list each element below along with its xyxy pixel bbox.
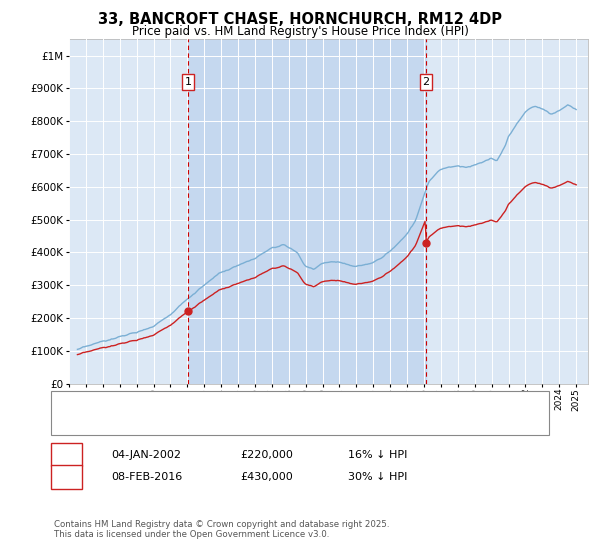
Text: £430,000: £430,000 (240, 472, 293, 482)
Bar (188, 39, 426, 384)
Text: HPI: Average price, detached house, Havering: HPI: Average price, detached house, Have… (104, 416, 334, 426)
Text: 33, BANCROFT CHASE, HORNCHURCH, RM12 4DP (detached house): 33, BANCROFT CHASE, HORNCHURCH, RM12 4DP… (104, 402, 441, 412)
Text: 04-JAN-2002: 04-JAN-2002 (111, 450, 181, 460)
Text: 33, BANCROFT CHASE, HORNCHURCH, RM12 4DP: 33, BANCROFT CHASE, HORNCHURCH, RM12 4DP (98, 12, 502, 27)
Text: 08-FEB-2016: 08-FEB-2016 (111, 472, 182, 482)
Text: 1: 1 (185, 77, 191, 87)
Text: 30% ↓ HPI: 30% ↓ HPI (348, 472, 407, 482)
Text: Price paid vs. HM Land Registry's House Price Index (HPI): Price paid vs. HM Land Registry's House … (131, 25, 469, 38)
Text: 1: 1 (63, 448, 70, 461)
Text: Contains HM Land Registry data © Crown copyright and database right 2025.
This d: Contains HM Land Registry data © Crown c… (54, 520, 389, 539)
Text: 2: 2 (422, 77, 430, 87)
Text: £220,000: £220,000 (240, 450, 293, 460)
Text: 16% ↓ HPI: 16% ↓ HPI (348, 450, 407, 460)
Text: 2: 2 (63, 470, 70, 484)
